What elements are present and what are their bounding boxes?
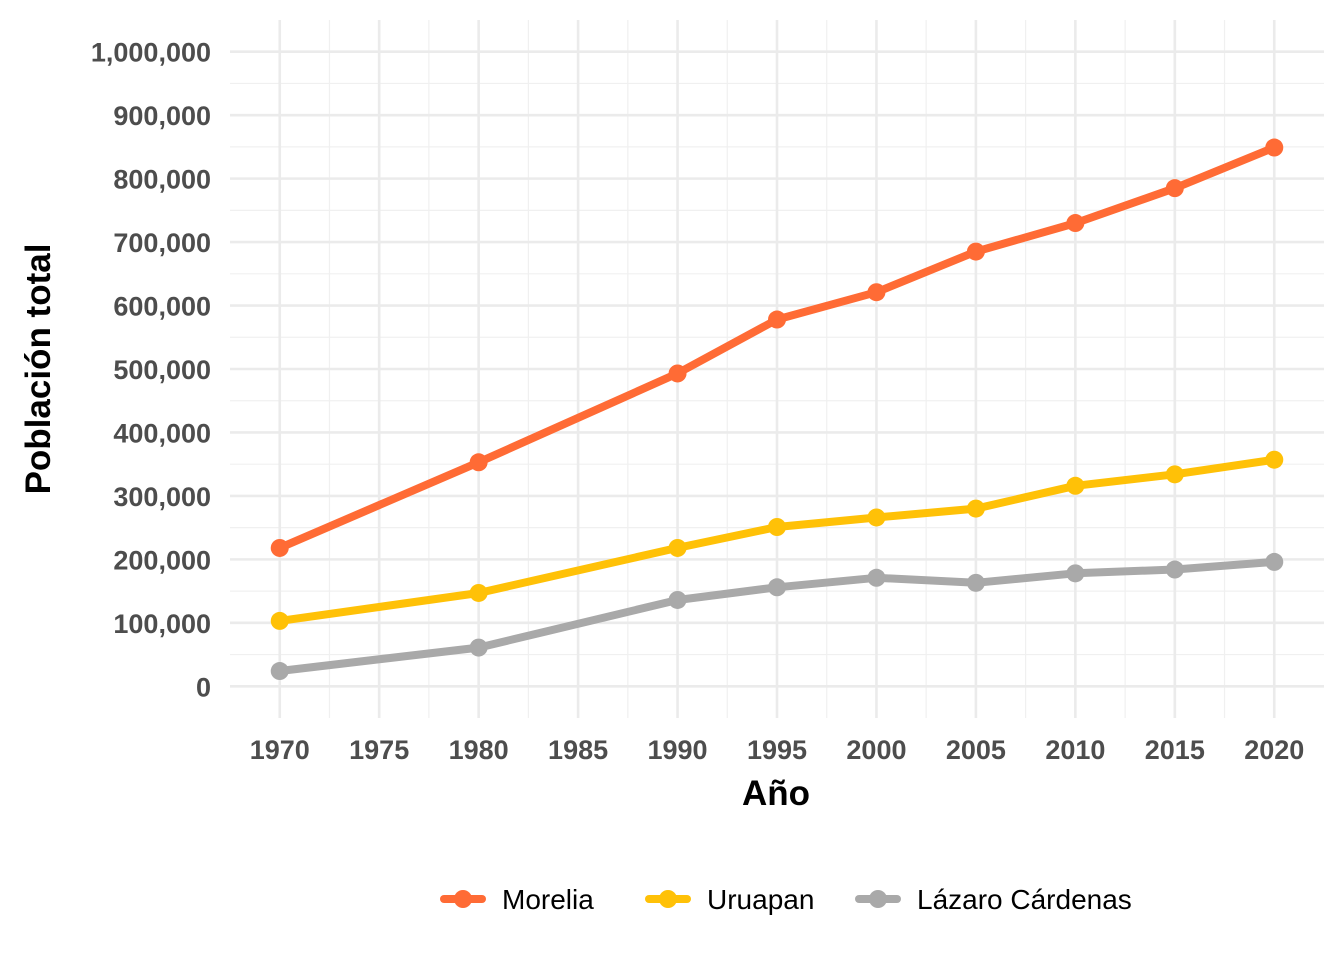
legend-label: Lázaro Cárdenas [917, 884, 1132, 915]
data-point [966, 242, 985, 261]
legend-item: Lázaro Cárdenas [855, 884, 1132, 915]
data-point [966, 499, 985, 518]
series-layer [270, 138, 1284, 681]
data-point [966, 573, 985, 592]
data-point [1066, 214, 1085, 233]
legend-key-point [869, 890, 887, 908]
data-point [469, 583, 488, 602]
x-tick-label: 2015 [1145, 735, 1205, 765]
x-axis-title: Año [742, 774, 810, 813]
data-point [469, 453, 488, 472]
data-point [768, 578, 786, 597]
x-tick-label: 2010 [1045, 735, 1105, 765]
y-axis-title: Población total [19, 244, 58, 495]
data-point [1165, 179, 1184, 198]
legend-label: Uruapan [707, 884, 814, 915]
y-tick-label: 200,000 [113, 545, 211, 575]
data-point [270, 538, 289, 557]
legend-key-point [454, 890, 472, 908]
data-point [867, 508, 886, 527]
legend-key-point [659, 890, 677, 908]
data-point [768, 310, 786, 329]
data-point [668, 364, 687, 383]
x-axis-tick-labels: 1970 1975 1980 1985 1990 1995 2000 2005 2010 2015… [250, 735, 1305, 765]
y-tick-label: 0 [196, 672, 211, 702]
data-point [1066, 564, 1085, 583]
data-point [270, 611, 289, 630]
legend-item: Morelia [440, 884, 594, 915]
x-tick-label: 2000 [846, 735, 906, 765]
y-tick-label: 900,000 [113, 101, 211, 131]
series-1 [270, 450, 1284, 630]
y-tick-label: 600,000 [113, 292, 211, 322]
data-point [1165, 465, 1184, 484]
data-point [867, 568, 886, 587]
y-tick-label: 300,000 [113, 482, 211, 512]
x-tick-label: 1985 [548, 735, 608, 765]
x-tick-label: 1990 [648, 735, 708, 765]
data-point [1165, 560, 1184, 579]
x-tick-label: 2020 [1244, 735, 1304, 765]
x-tick-label: 1970 [250, 735, 310, 765]
legend-item: Uruapan [645, 884, 814, 915]
y-tick-label: 100,000 [113, 609, 211, 639]
data-point [1265, 138, 1284, 157]
y-tick-label: 400,000 [113, 418, 211, 448]
data-point [867, 283, 886, 302]
y-tick-label: 1,000,000 [91, 38, 211, 68]
y-tick-label: 700,000 [113, 228, 211, 258]
x-tick-label: 1980 [449, 735, 509, 765]
data-point [668, 590, 687, 609]
data-point [768, 518, 786, 537]
y-tick-label: 800,000 [113, 165, 211, 195]
data-point [1066, 476, 1085, 495]
series-0 [270, 138, 1284, 557]
data-point [1265, 450, 1284, 469]
x-tick-label: 1995 [747, 735, 807, 765]
y-tick-label: 500,000 [113, 355, 211, 385]
data-point [469, 638, 488, 657]
data-point [668, 538, 687, 557]
x-tick-label: 1975 [349, 735, 409, 765]
x-tick-label: 2005 [946, 735, 1006, 765]
data-point [270, 662, 289, 681]
series-2 [270, 552, 1284, 681]
legend: Morelia Uruapan Lázaro Cárdenas [440, 884, 1132, 915]
data-point [1265, 552, 1284, 571]
y-axis-tick-labels: 0 100,000 200,000 300,000 400,000 500,000 600,… [91, 38, 211, 703]
legend-label: Morelia [502, 884, 594, 915]
